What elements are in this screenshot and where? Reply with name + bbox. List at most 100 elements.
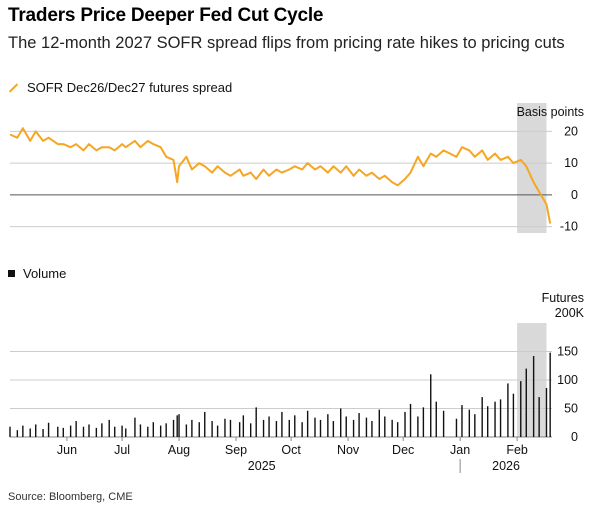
volume-bar <box>371 421 373 437</box>
volume-bar <box>474 414 476 437</box>
volume-unit-label: Futures <box>542 291 584 305</box>
volume-bar <box>88 424 90 437</box>
volume-unit-label-2: 200K <box>555 306 585 320</box>
volume-bar <box>62 427 64 437</box>
volume-bar <box>461 405 463 437</box>
volume-bar <box>545 387 548 437</box>
spread-tick-label: -10 <box>560 220 578 234</box>
volume-bar <box>16 430 19 437</box>
volume-bar <box>121 425 123 437</box>
page-subtitle: The 12-month 2027 SOFR spread flips from… <box>8 34 565 52</box>
volume-bar <box>125 428 127 437</box>
volume-gridlines: 150 100 50 0 <box>10 345 578 444</box>
axis-ticks: Jun Jul Aug Sep Oct Nov Dec Jan Feb 2025 2026 <box>57 437 528 473</box>
volume-bar <box>216 425 219 437</box>
volume-bars <box>9 352 551 437</box>
highlight-band-spread <box>517 103 547 233</box>
volume-bar <box>75 421 77 437</box>
volume-bar <box>532 356 535 437</box>
x-month-label: Aug <box>168 443 190 457</box>
volume-bar <box>42 429 44 437</box>
volume-bar <box>101 423 103 437</box>
volume-bar <box>314 417 316 437</box>
page-title: Traders Price Deeper Fed Cut Cycle <box>8 5 324 26</box>
volume-bar <box>468 409 471 437</box>
volume-bar <box>176 415 178 437</box>
x-month-label: Oct <box>281 443 301 457</box>
volume-bar <box>358 413 360 437</box>
volume-tick-label: 0 <box>571 430 578 444</box>
volume-bar <box>165 423 167 437</box>
volume-bar <box>294 415 296 437</box>
volume-bar <box>178 414 180 437</box>
volume-bar <box>47 422 50 437</box>
volume-bar <box>404 411 406 437</box>
x-month-label: Feb <box>506 443 528 457</box>
volume-bar <box>507 383 509 437</box>
volume-bar <box>22 425 24 437</box>
volume-bar <box>332 421 335 437</box>
volume-bar <box>139 424 142 437</box>
x-month-label: Jul <box>114 443 130 457</box>
volume-bar <box>185 424 188 437</box>
volume-bar <box>147 426 149 437</box>
volume-bar <box>152 422 155 437</box>
spread-tick-label: 10 <box>564 156 578 170</box>
spread-gridlines: 20 10 0 -10 <box>10 124 578 234</box>
volume-bar <box>172 419 175 437</box>
volume-bar <box>378 409 380 437</box>
volume-bar <box>238 422 241 437</box>
volume-bar <box>204 411 206 437</box>
volume-bar <box>306 410 309 437</box>
volume-bar <box>538 397 540 437</box>
volume-bar <box>345 416 347 437</box>
spread-tick-label: 20 <box>564 124 578 138</box>
square-swatch-icon <box>8 270 15 277</box>
volume-bar <box>275 421 278 437</box>
volume-bar <box>9 426 11 437</box>
x-year-label: 2026 <box>492 459 520 473</box>
volume-bar <box>35 424 37 437</box>
volume-bar <box>365 417 368 437</box>
volume-bar <box>134 417 136 437</box>
volume-bar <box>242 415 245 437</box>
volume-bar <box>211 421 213 437</box>
volume-bar <box>198 422 200 437</box>
volume-bar <box>229 419 232 437</box>
volume-bar <box>114 426 116 437</box>
x-year-label: 2025 <box>248 459 276 473</box>
volume-bar <box>82 426 85 437</box>
volume-bar <box>384 416 386 437</box>
volume-bar <box>29 428 31 437</box>
volume-tick-label: 100 <box>557 373 578 387</box>
x-month-label: Dec <box>392 443 414 457</box>
spread-series-line <box>9 127 552 224</box>
volume-bar <box>159 425 162 437</box>
volume-bar <box>455 418 458 437</box>
volume-bar <box>319 419 322 437</box>
volume-bar <box>288 419 290 437</box>
volume-bar <box>430 374 432 437</box>
volume-bar <box>512 393 515 437</box>
volume-bar <box>486 406 489 437</box>
volume-bar <box>249 423 252 437</box>
volume-bar <box>262 419 265 437</box>
volume-bar <box>301 422 303 437</box>
volume-tick-label: 50 <box>564 402 578 416</box>
volume-bar <box>422 407 425 437</box>
spread-tick-label: 0 <box>571 188 578 202</box>
volume-bar <box>95 427 98 437</box>
volume-bar <box>499 399 502 437</box>
volume-bar <box>520 381 522 437</box>
volume-legend: Volume <box>8 266 66 281</box>
volume-bar <box>481 397 483 437</box>
spread-legend: SOFR Dec26/Dec27 futures spread <box>8 80 232 95</box>
volume-bar <box>69 425 72 437</box>
spread-unit-label: Basis points <box>517 105 584 119</box>
volume-bar <box>281 411 283 437</box>
volume-tick-label: 150 <box>557 345 578 359</box>
x-month-label: Sep <box>225 443 247 457</box>
volume-bar <box>57 426 59 437</box>
volume-bar <box>352 419 355 437</box>
